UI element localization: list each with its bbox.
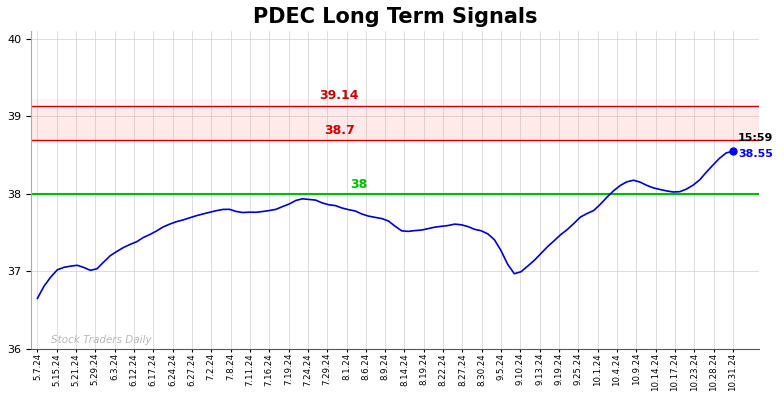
Text: 38: 38 (350, 178, 368, 191)
Text: 39.14: 39.14 (320, 90, 359, 102)
Text: 38.55: 38.55 (739, 149, 773, 160)
Bar (31, 105, 760, 140)
Text: Stock Traders Daily: Stock Traders Daily (51, 335, 151, 345)
Text: 38.7: 38.7 (324, 124, 354, 137)
Title: PDEC Long Term Signals: PDEC Long Term Signals (252, 7, 537, 27)
Bar (31, 140, 760, 144)
Text: 15:59: 15:59 (739, 133, 774, 143)
Bar (31, 100, 760, 105)
